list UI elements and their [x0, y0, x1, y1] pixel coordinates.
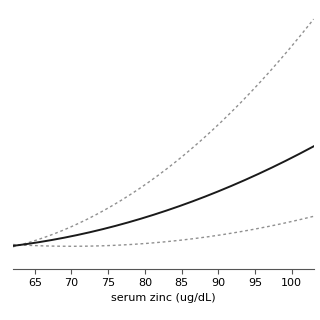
X-axis label: serum zinc (ug/dL): serum zinc (ug/dL)	[111, 293, 215, 303]
